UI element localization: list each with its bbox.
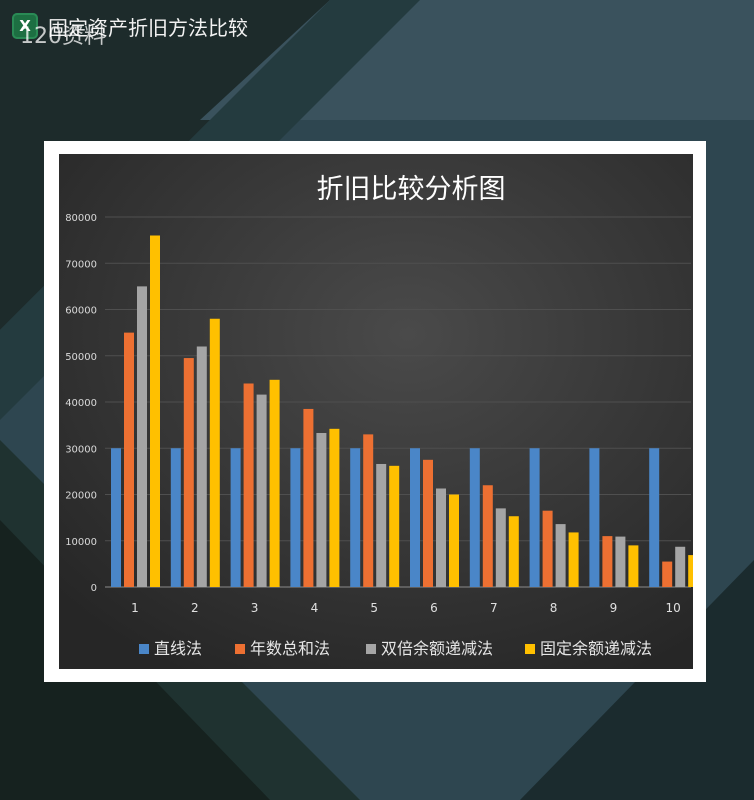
y-tick-label: 10000 [65,537,97,548]
chart-title: 折旧比较分析图 [317,174,506,205]
x-tick-label: 1 [131,601,139,615]
header: X 固定资产折旧方法比较 [12,10,248,42]
bar-3-10 [675,546,686,587]
bar-3-5 [376,463,387,587]
bar-2-9 [602,536,613,587]
legend-label: 年数总和法 [250,639,330,658]
chart-background [59,154,693,669]
bar-1-1 [111,448,121,587]
bar-2-6 [423,459,433,587]
bar-4-1 [150,235,160,587]
bar-1-6 [410,448,420,587]
y-tick-label: 70000 [65,259,97,270]
y-tick-label: 60000 [65,306,97,317]
watermark: 120资料 [20,24,106,49]
bar-1-4 [290,448,301,587]
legend-swatch [139,644,149,654]
bar-2-10 [662,561,673,587]
bar-4-6 [449,494,459,587]
bar-4-5 [389,465,400,587]
x-tick-label: 7 [490,601,498,615]
bar-4-10 [688,555,693,587]
bar-1-8 [529,448,540,587]
x-tick-label: 2 [191,601,199,615]
bar-2-1 [124,332,134,587]
y-tick-label: 20000 [65,491,97,502]
bar-2-5 [363,434,374,587]
x-tick-label: 5 [370,601,378,615]
bar-3-4 [316,432,327,587]
bar-1-10 [649,448,660,587]
bar-4-3 [269,379,280,587]
bar-3-8 [555,524,566,587]
legend-label: 固定余额递减法 [540,639,652,658]
legend-swatch [235,644,245,654]
bar-1-2 [170,448,181,587]
y-tick-label: 40000 [65,398,97,409]
bar-1-5 [350,448,361,587]
bar-2-2 [183,358,194,587]
legend-label: 直线法 [154,639,202,658]
bar-1-3 [230,448,241,587]
bar-4-7 [508,516,519,587]
bar-4-8 [568,532,579,587]
bar-3-7 [495,508,506,587]
bar-3-1 [137,286,147,587]
page-title: 固定资产折旧方法比较 [48,15,248,40]
legend-swatch [366,644,376,654]
bar-4-9 [628,545,639,587]
bar-2-4 [303,408,314,587]
bar-1-9 [589,448,600,587]
x-tick-label: 6 [430,601,438,615]
excel-icon: X [12,13,38,39]
bar-2-8 [542,510,553,587]
bar-4-2 [209,318,220,587]
y-tick-label: 80000 [65,213,97,224]
legend-label: 双倍余额递减法 [381,639,493,658]
y-tick-label: 30000 [65,444,97,455]
x-tick-label: 8 [550,601,558,615]
x-tick-label: 10 [666,601,681,615]
x-tick-label: 3 [251,601,259,615]
bar-3-2 [196,346,207,587]
x-tick-label: 4 [311,601,319,615]
y-tick-label: 0 [91,583,97,594]
bar-1-7 [469,448,480,587]
chart: 折旧比较分析图 1 2 3 4 5 6 7 8 9 10 0 10000 20000 30000 4000… [59,154,693,669]
bar-3-3 [256,394,267,587]
bar-4-4 [329,428,340,587]
bar-3-6 [436,488,446,587]
legend-swatch [525,644,535,654]
y-tick-label: 50000 [65,352,97,363]
x-tick-label: 9 [610,601,618,615]
bar-2-7 [482,485,493,587]
bar-2-3 [243,383,254,587]
bar-3-9 [615,536,626,587]
